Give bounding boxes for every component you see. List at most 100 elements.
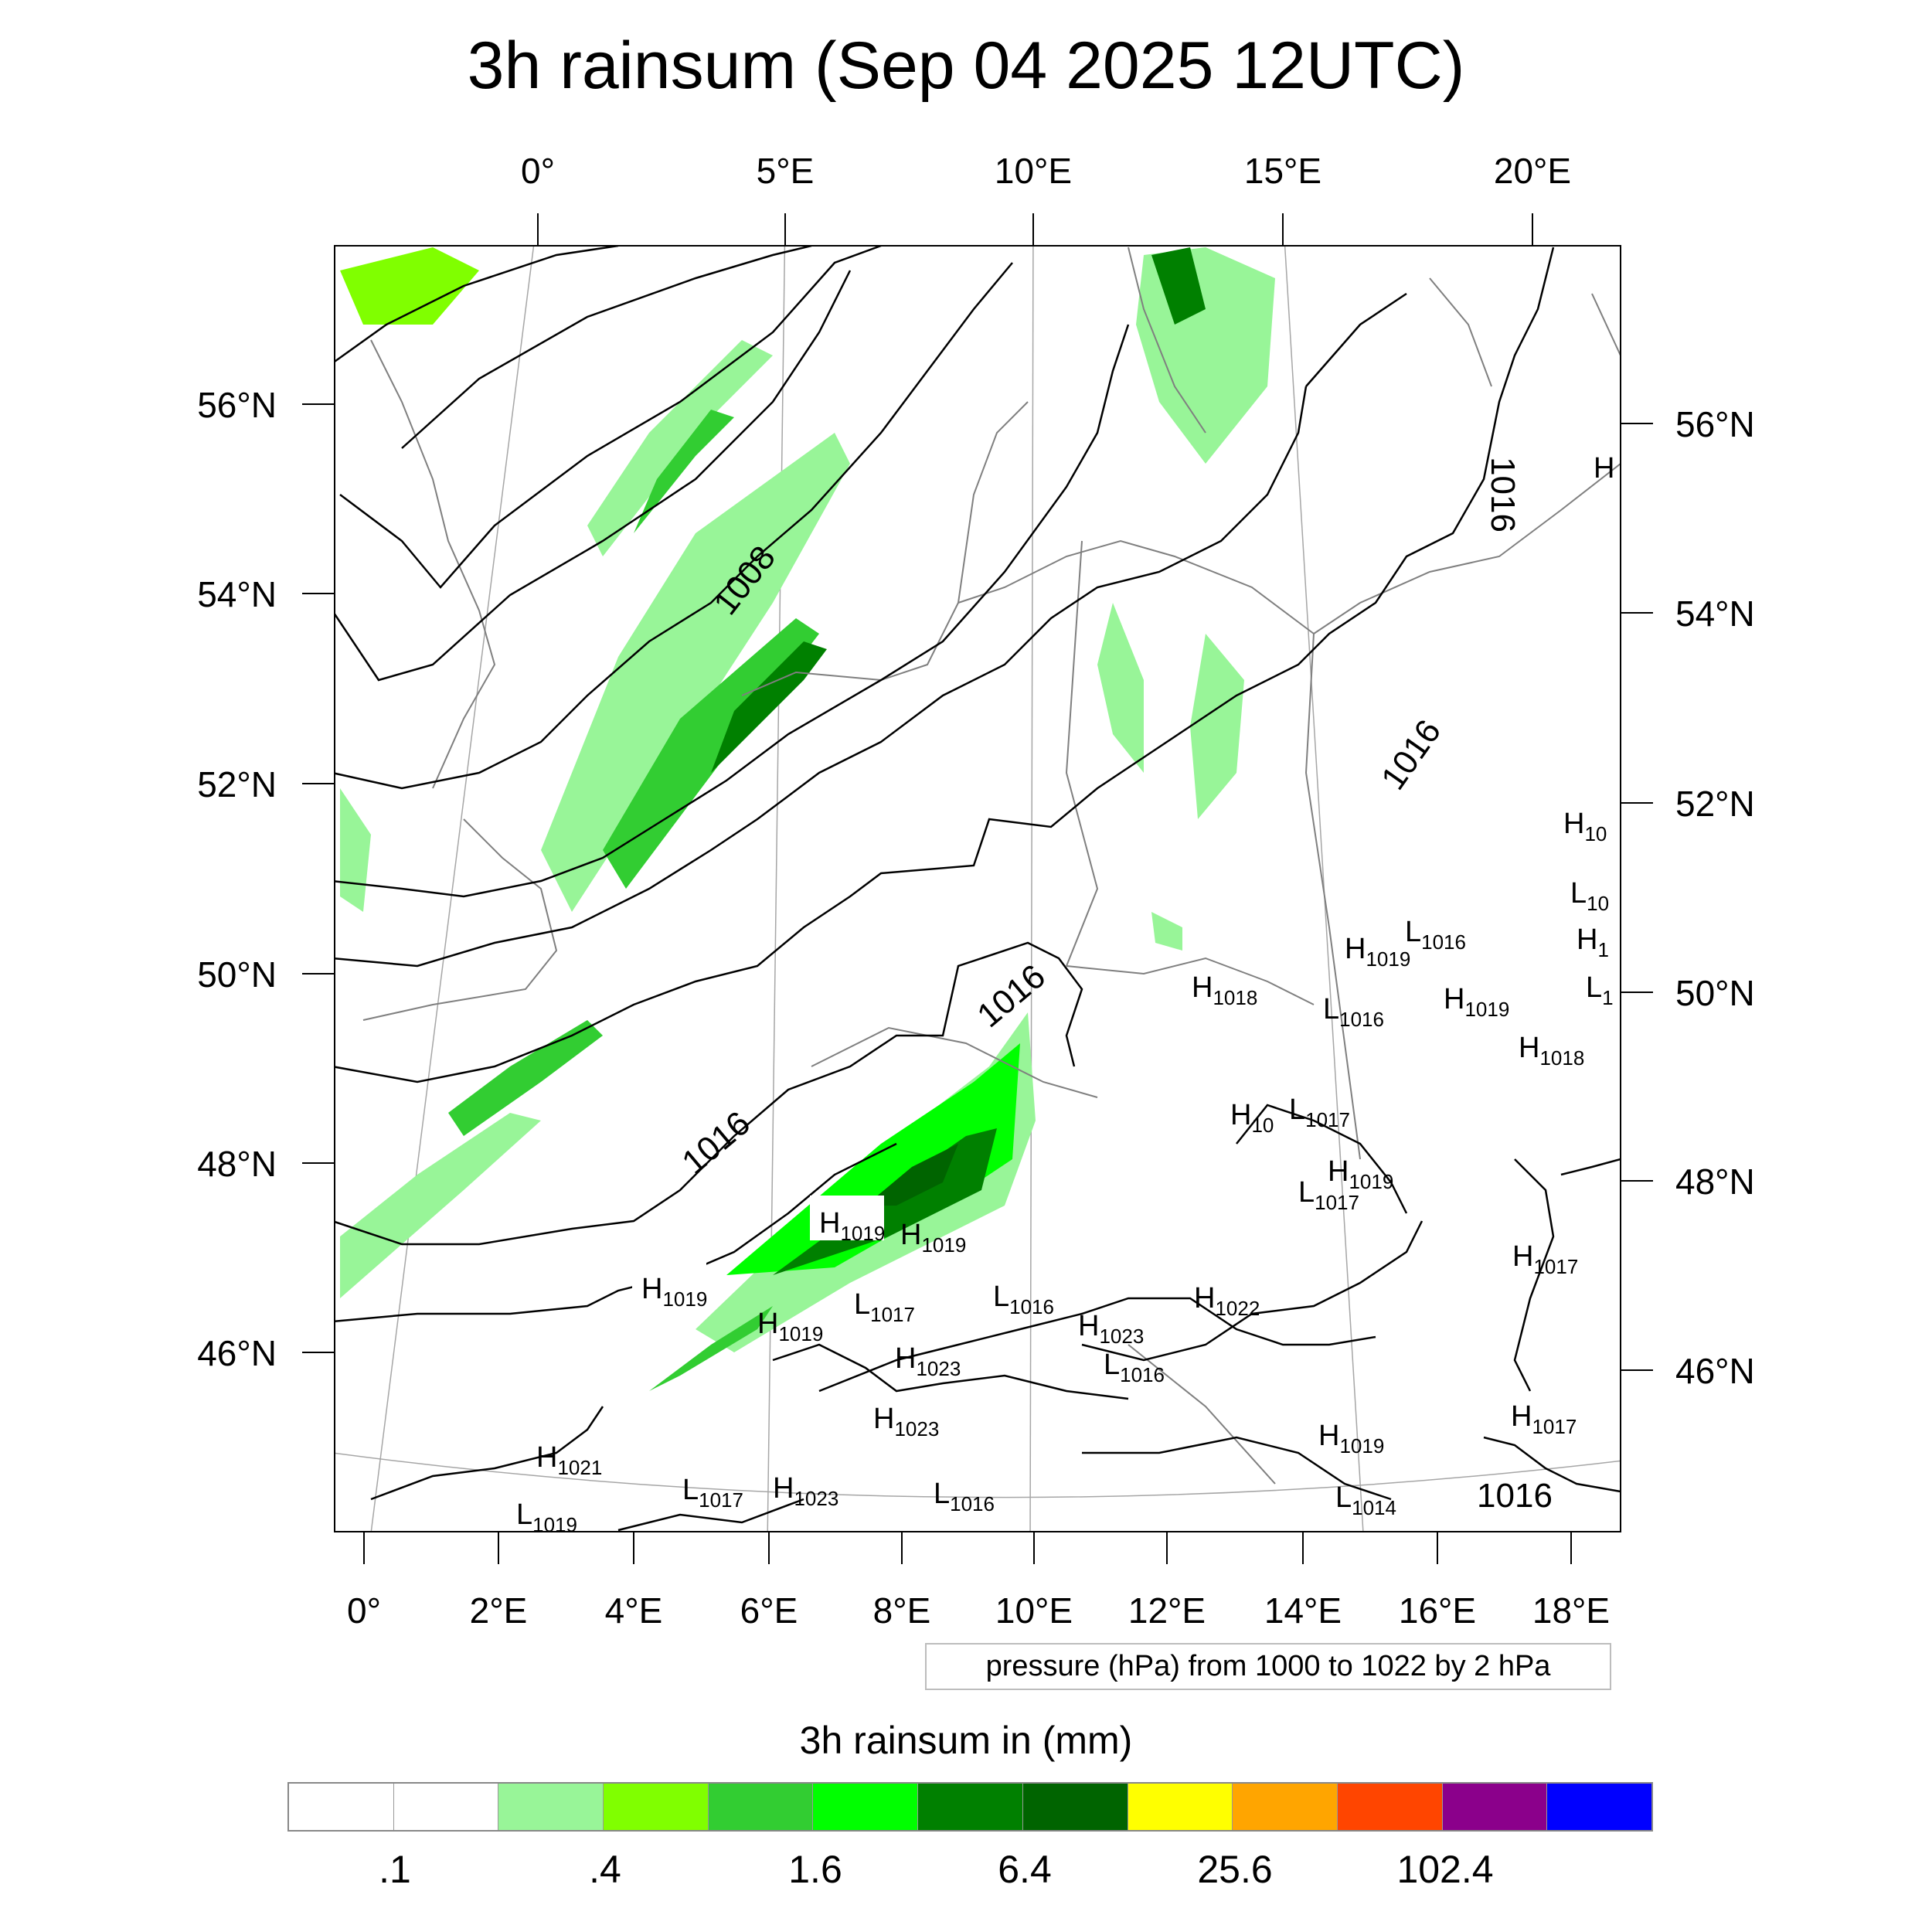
bottom-lon-label: 14°E xyxy=(1264,1590,1342,1631)
pressure-label-bg xyxy=(632,1261,706,1306)
rain-swath xyxy=(1097,603,1144,773)
bottom-lon-label: 6°E xyxy=(740,1590,798,1631)
left-lat-label: 54°N xyxy=(197,574,277,614)
rain-swath xyxy=(340,1113,541,1298)
top-lon-label: 5°E xyxy=(757,151,815,191)
high-pressure-label: H1019 xyxy=(1318,1420,1384,1458)
colorbar-cell xyxy=(918,1784,1023,1830)
colorbar-cell xyxy=(1337,1784,1443,1830)
top-lon-labels: 0° 5°E 10°E 15°E 20°E xyxy=(521,151,1571,191)
pressure-label-bg xyxy=(810,1196,884,1240)
high-pressure-label: H1019 xyxy=(757,1308,823,1345)
high-pressure-label: H1022 xyxy=(1194,1282,1260,1320)
rain-swath xyxy=(1190,634,1244,819)
bottom-lon-label: 0° xyxy=(347,1590,381,1631)
bottom-lon-labels: 0° 2°E 4°E 6°E 8°E 10°E 12°E 14°E 16°E 1… xyxy=(347,1590,1610,1631)
rain-field xyxy=(340,247,1275,1391)
rain-swath xyxy=(541,433,850,912)
colorbar-cell xyxy=(289,1784,394,1830)
colorbar-label: .4 xyxy=(589,1848,621,1891)
low-pressure-label: L1017 xyxy=(1289,1094,1350,1131)
right-lat-label: 56°N xyxy=(1675,404,1755,444)
right-lat-label: 50°N xyxy=(1675,973,1755,1013)
colorbar-cell xyxy=(813,1784,919,1830)
rain-swath xyxy=(726,1043,1020,1275)
high-pressure-label: H1 xyxy=(1577,923,1609,961)
bottom-lon-label: 2°E xyxy=(470,1590,528,1631)
low-pressure-label: L1016 xyxy=(934,1478,995,1515)
high-pressure-label: H1023 xyxy=(873,1403,939,1440)
colorbar-label: 102.4 xyxy=(1396,1848,1494,1891)
isobar-label: 1016 xyxy=(1484,457,1522,532)
rain-swath xyxy=(448,1020,603,1136)
high-pressure-label: H1019 xyxy=(1444,983,1509,1021)
coastlines xyxy=(362,247,1621,1485)
right-lat-label: 54°N xyxy=(1675,594,1755,634)
high-pressure-label: H1023 xyxy=(895,1342,961,1380)
high-pressure-label: H1021 xyxy=(536,1441,602,1479)
rain-swath xyxy=(634,410,734,533)
pressure-centers: H1019 H1019H1019H1019L1017L1016H1023H1023… xyxy=(516,452,1614,1532)
colorbar xyxy=(287,1782,1653,1832)
bottom-lon-label: 8°E xyxy=(873,1590,931,1631)
tick-marks xyxy=(302,213,1653,1564)
high-pressure-label: H1023 xyxy=(1078,1310,1144,1348)
high-pressure-label: H1019 xyxy=(1328,1155,1393,1193)
contour-info-box: pressure (hPa) from 1000 to 1022 by 2 hP… xyxy=(925,1643,1611,1690)
colorbar-title: 3h rainsum in (mm) xyxy=(799,1719,1133,1762)
top-lon-label: 20°E xyxy=(1494,151,1571,191)
rain-swath xyxy=(340,247,479,325)
rain-swath xyxy=(711,641,827,773)
bottom-lon-label: 18°E xyxy=(1532,1590,1610,1631)
bottom-lon-label: 16°E xyxy=(1399,1590,1476,1631)
high-pressure-label: H1018 xyxy=(1519,1032,1584,1070)
left-lat-label: 56°N xyxy=(197,385,277,425)
high-pressure-label: H10 xyxy=(1230,1099,1274,1137)
isobars xyxy=(335,246,1621,1532)
colorbar-cell xyxy=(708,1784,814,1830)
high-pressure-label: H1019 xyxy=(641,1273,707,1311)
right-lat-label: 48°N xyxy=(1675,1162,1755,1202)
low-pressure-label: L1016 xyxy=(1405,916,1466,954)
plot-frame xyxy=(334,245,1621,1532)
map-plot-area: 1008 1016 1016 1016 1016 1016 H1019 H1019… xyxy=(335,246,1621,1532)
isobar-label: 1016 xyxy=(970,957,1052,1035)
high-pressure-label: H10 xyxy=(1563,808,1607,845)
rain-swath xyxy=(1136,247,1275,464)
left-lat-label: 46°N xyxy=(197,1333,277,1373)
isobar-label: 1016 xyxy=(675,1104,757,1182)
rain-swath xyxy=(587,340,773,556)
right-lat-label: 52°N xyxy=(1675,784,1755,824)
high-pressure-label: H1018 xyxy=(1192,971,1257,1009)
rain-swath xyxy=(866,1144,958,1206)
top-lon-label: 15°E xyxy=(1244,151,1321,191)
low-pressure-label: L1017 xyxy=(854,1288,915,1326)
low-pressure-label: L1016 xyxy=(1323,993,1384,1031)
colorbar-cell xyxy=(604,1784,709,1830)
rain-swath xyxy=(1151,912,1182,951)
isobar-label: 1016 xyxy=(1374,713,1448,797)
colorbar-cell xyxy=(1128,1784,1233,1830)
isobar-label: 1016 xyxy=(1477,1477,1553,1515)
low-pressure-label: L1017 xyxy=(1298,1176,1359,1214)
colorbar-cell xyxy=(393,1784,499,1830)
bottom-lon-label: 12°E xyxy=(1128,1590,1206,1631)
bottom-lon-label: 4°E xyxy=(605,1590,663,1631)
high-pressure-label: H1019 xyxy=(900,1219,966,1257)
bottom-lon-label: 10°E xyxy=(995,1590,1073,1631)
colorbar-label: 6.4 xyxy=(998,1848,1052,1891)
low-pressure-label: L1016 xyxy=(993,1281,1054,1318)
high-pressure-label: H1017 xyxy=(1512,1240,1578,1278)
high-pressure-label: H1023 xyxy=(773,1472,838,1510)
map-title: 3h rainsum (Sep 04 2025 12UTC) xyxy=(467,29,1465,103)
low-pressure-label: L1016 xyxy=(1104,1349,1165,1386)
high-pressure-label: H1017 xyxy=(1511,1400,1577,1438)
left-lat-label: 52°N xyxy=(197,764,277,804)
right-lat-label: 46°N xyxy=(1675,1351,1755,1391)
colorbar-cell xyxy=(1442,1784,1548,1830)
colorbar-cell xyxy=(1233,1784,1338,1830)
rain-swath xyxy=(649,1306,773,1391)
colorbar-cell xyxy=(498,1784,604,1830)
low-pressure-label: L10 xyxy=(1570,877,1609,915)
